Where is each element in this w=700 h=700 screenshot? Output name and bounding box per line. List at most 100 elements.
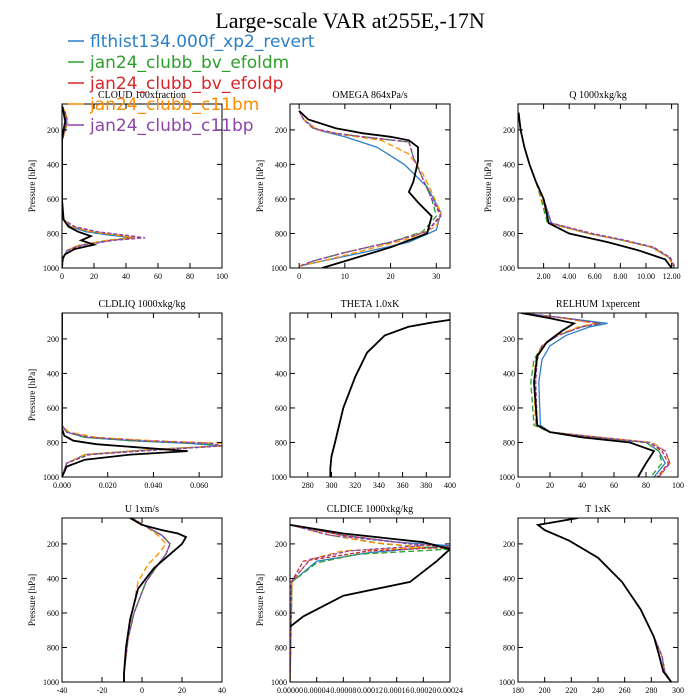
panel-2-xtick-label: 4.00 [562,272,576,281]
panel-4-xtick-label: 360 [397,481,409,490]
panel-5-series-1 [521,313,663,477]
panel-2-series-2 [518,112,676,268]
panel-1-ytick-label: 600 [275,195,287,204]
panel-2-ylabel: Pressure [hPa] [483,160,493,212]
panel-8-title: T 1xK [585,504,611,515]
panel-4-series-3 [329,319,450,477]
panel-1-ytick-label: 1000 [271,264,287,273]
panel-0-xtick-label: 40 [122,272,130,281]
panel-2: 200 400 600 800 1000 2.00 4.00 6.00 8.00 10.00 12.… [483,90,681,281]
panel-1-title: OMEGA 864xPa/s [332,90,407,101]
panel-4-xtick-label: 340 [373,481,385,490]
panel-5-ytick-label: 400 [503,369,515,378]
panel-1-ytick-label: 800 [275,229,287,238]
panel-0-xtick-label: 80 [186,272,194,281]
panel-1-ytick-label: 200 [275,126,287,135]
panel-7-xtick-label: 0.00012 [357,686,383,695]
panel-6-series-0 [123,518,171,682]
panel-1-xtick-label: 20 [387,272,395,281]
panel-0-frame [61,103,223,269]
panel-6-xtick-label: -20 [97,686,108,695]
panel-3-xtick-label: 0.060 [190,481,208,490]
panel-2-series-4 [518,112,676,268]
panel-5-ytick-label: 600 [503,404,515,413]
panel-0-xtick-label: 60 [154,272,162,281]
panel-7-series-1 [290,524,450,682]
panel-8-xtick-label: 180 [512,686,524,695]
panel-3-ytick-label: 600 [47,404,59,413]
panel-4-series-0 [329,319,450,477]
panel-8-ytick-label: 400 [503,574,515,583]
legend-entry-1: jan24_clubb_bv_efoldm [89,53,289,73]
panel-2-ytick-label: 200 [503,126,515,135]
panel-3-ytick-label: 1000 [43,473,59,482]
panel-3-frame [61,312,223,478]
panel-6: 200 400 600 800 1000-40 -20 0 20 40 U 1xm/s Pressu… [27,504,226,695]
panel-8-ytick-label: 200 [503,540,515,549]
panel-4-xtick-label: 400 [444,481,456,490]
panel-5-title: RELHUM 1xpercent [556,299,640,310]
panel-6-series-4 [123,518,171,682]
panel-0-xtick-label: 20 [90,272,98,281]
panel-8-series-1 [536,518,672,682]
panel-0-series-5 [62,105,98,268]
legend-entry-2: jan24_clubb_bv_efoldp [89,74,283,94]
panel-6-ylabel: Pressure [hPa] [27,574,37,626]
panel-8-xtick-label: 240 [592,686,604,695]
panel-6-xtick-label: -40 [57,686,68,695]
panel-3-xtick-label: 0.000 [53,481,71,490]
panel-4-series-2 [329,319,450,477]
panel-0-ylabel: Pressure [hPa] [27,160,37,212]
panel-6-xtick-label: 20 [178,686,186,695]
panel-6-series-1 [123,518,171,682]
panel-5-series-3 [521,313,671,477]
panel-3-series-0 [62,313,222,477]
panel-2-xtick-label: 10.00 [637,272,655,281]
panel-4-series-1 [329,319,450,477]
panel-8-ytick-label: 600 [503,609,515,618]
panel-4-ytick-label: 200 [275,335,287,344]
panel-1-xtick-label: 30 [432,272,440,281]
panel-0-ytick-label: 400 [47,160,59,169]
panel-2-series-3 [518,112,675,268]
panel-5-ytick-label: 800 [503,438,515,447]
panel-4-ytick-label: 800 [275,438,287,447]
panel-1-ytick-label: 400 [275,160,287,169]
panel-2-frame [517,103,679,269]
panel-6-ytick-label: 1000 [43,678,59,687]
panel-0-ytick-label: 800 [47,229,59,238]
panel-6-ytick-label: 600 [47,609,59,618]
legend-entry-4: jan24_clubb_c11bp [89,116,254,136]
panel-4-ytick-label: 400 [275,369,287,378]
panel-4: 200 400 600 800 1000 280 300 320 340 360 380 400 THE… [271,299,456,490]
panel-6-frame [61,517,223,683]
panel-8-frame [517,517,679,683]
panel-3-ytick-label: 400 [47,369,59,378]
panel-4-xtick-label: 320 [349,481,361,490]
panel-6-ytick-label: 800 [47,643,59,652]
panel-3-ylabel: Pressure [hPa] [27,369,37,421]
panel-2-ytick-label: 400 [503,160,515,169]
panel-4-ytick-label: 1000 [271,473,287,482]
panel-7-xtick-label: 0.00016 [384,686,410,695]
panel-7-ytick-label: 1000 [271,678,287,687]
panel-8-series-0 [536,518,672,682]
panel-8-xtick-label: 280 [645,686,657,695]
panel-2-xtick-label: 6.00 [588,272,602,281]
panel-0-xtick-label: 0 [60,272,64,281]
panel-2-ytick-label: 1000 [499,264,515,273]
panel-8-series-5 [535,518,673,682]
panel-8-ytick-label: 800 [503,643,515,652]
panel-4-frame [289,312,451,478]
panel-0-ytick-label: 200 [47,126,59,135]
panel-4-series-5 [329,319,450,477]
panel-5-series-2 [521,313,670,477]
panel-3-ytick-label: 200 [47,335,59,344]
panel-4-xtick-label: 380 [420,481,432,490]
panel-2-series-1 [518,112,675,268]
panel-4-series-4 [329,319,450,477]
